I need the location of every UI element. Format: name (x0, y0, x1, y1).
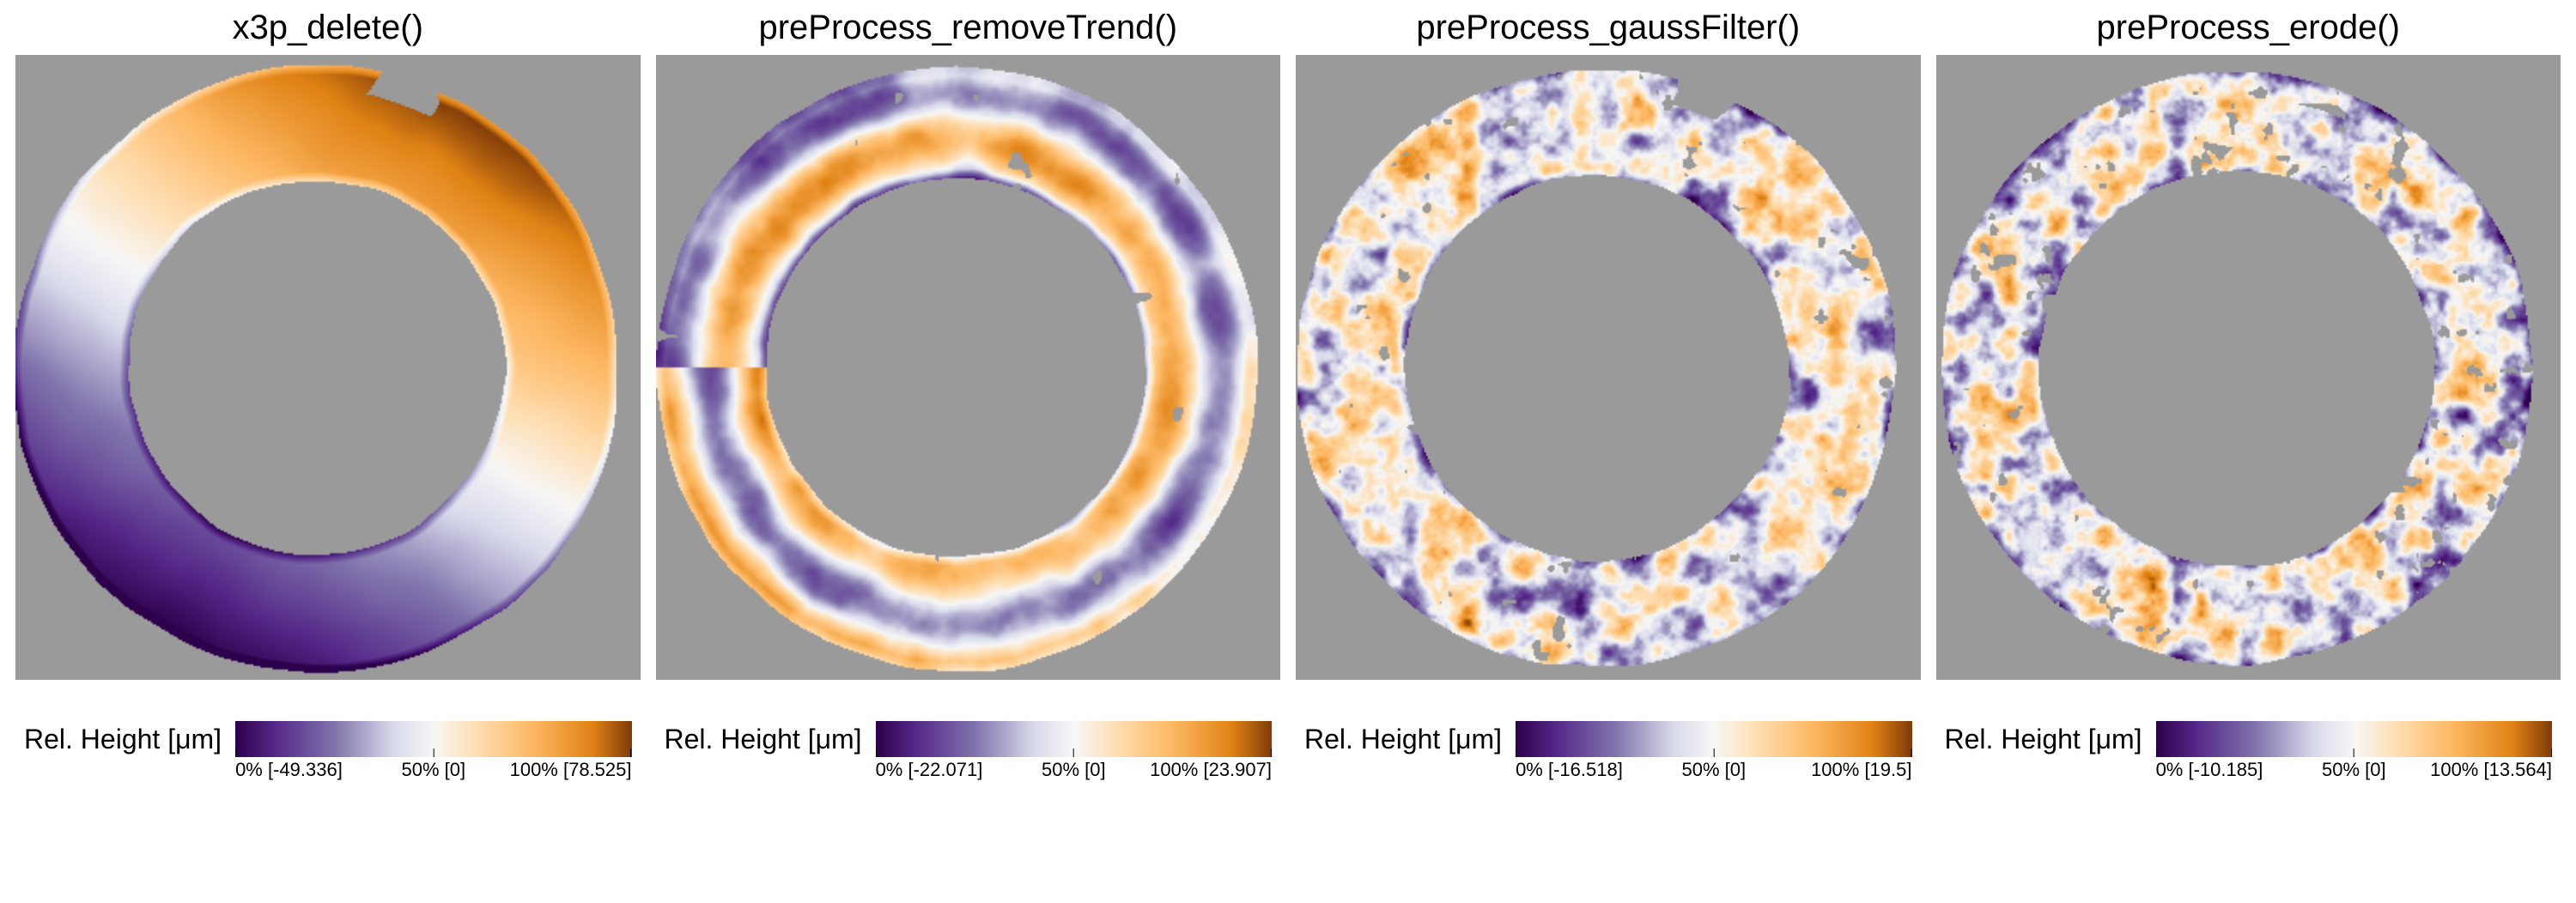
legend-axis-label: Rel. Height [μm] (665, 721, 876, 757)
panel-p2: preProcess_gaussFilter() Rel. Height [μm… (1296, 0, 1921, 903)
panel-p1: preProcess_removeTrend() Rel. Height [μm… (656, 0, 1281, 903)
colorbar-tick-min: 0% [-16.518] (1516, 748, 1623, 781)
colorbar-wrap: 0% [-16.518] 50% [0] 100% [19.5] (1516, 721, 1911, 786)
heatmap-canvas (1936, 55, 2561, 680)
colorbar-tick-mid: 50% [0] (401, 748, 465, 781)
panel-p3: preProcess_erode() Rel. Height [μm] 0% [… (1936, 0, 2561, 903)
colorbar-legend: Rel. Height [μm] 0% [-22.071] 50% [0] 10… (656, 721, 1281, 786)
figure: x3p_delete() Rel. Height [μm] 0% [-49.33… (0, 0, 2576, 903)
colorbar-tick-min: 0% [-10.185] (2156, 748, 2263, 781)
colorbar-ticks: 0% [-16.518] 50% [0] 100% [19.5] (1516, 757, 1911, 786)
colorbar-tick-mid: 50% [0] (2322, 748, 2386, 781)
colorbar-legend: Rel. Height [μm] 0% [-10.185] 50% [0] 10… (1936, 721, 2561, 786)
colorbar-ticks: 0% [-49.336] 50% [0] 100% [78.525] (235, 757, 631, 786)
panel-title: preProcess_removeTrend() (758, 0, 1177, 55)
heatmap-plot (1296, 55, 1921, 680)
colorbar-wrap: 0% [-10.185] 50% [0] 100% [13.564] (2156, 721, 2552, 786)
colorbar-tick-mid: 50% [0] (1042, 748, 1106, 781)
heatmap-canvas (656, 55, 1281, 680)
heatmap-plot (1936, 55, 2561, 680)
colorbar-ticks: 0% [-22.071] 50% [0] 100% [23.907] (876, 757, 1272, 786)
colorbar-tick-mid: 50% [0] (1681, 748, 1746, 781)
heatmap-plot (656, 55, 1281, 680)
colorbar-wrap: 0% [-49.336] 50% [0] 100% [78.525] (235, 721, 631, 786)
legend-axis-label: Rel. Height [μm] (1945, 721, 2156, 757)
legend-axis-label: Rel. Height [μm] (24, 721, 235, 757)
colorbar-tick-max: 100% [78.525] (510, 748, 632, 781)
panel-title: preProcess_gaussFilter() (1416, 0, 1800, 55)
heatmap-plot (15, 55, 641, 680)
panel-title: preProcess_erode() (2097, 0, 2401, 55)
colorbar-tick-max: 100% [13.564] (2430, 748, 2552, 781)
colorbar-legend: Rel. Height [μm] 0% [-16.518] 50% [0] 10… (1296, 721, 1921, 786)
colorbar-tick-min: 0% [-22.071] (876, 748, 983, 781)
colorbar-wrap: 0% [-22.071] 50% [0] 100% [23.907] (876, 721, 1272, 786)
colorbar-tick-min: 0% [-49.336] (235, 748, 343, 781)
heatmap-canvas (1296, 55, 1921, 680)
colorbar-ticks: 0% [-10.185] 50% [0] 100% [13.564] (2156, 757, 2552, 786)
panel-p0: x3p_delete() Rel. Height [μm] 0% [-49.33… (15, 0, 641, 903)
panel-title: x3p_delete() (233, 0, 423, 55)
colorbar-tick-max: 100% [23.907] (1150, 748, 1272, 781)
colorbar-legend: Rel. Height [μm] 0% [-49.336] 50% [0] 10… (15, 721, 641, 786)
heatmap-canvas (15, 55, 641, 680)
legend-axis-label: Rel. Height [μm] (1304, 721, 1516, 757)
colorbar-tick-max: 100% [19.5] (1811, 748, 1911, 781)
